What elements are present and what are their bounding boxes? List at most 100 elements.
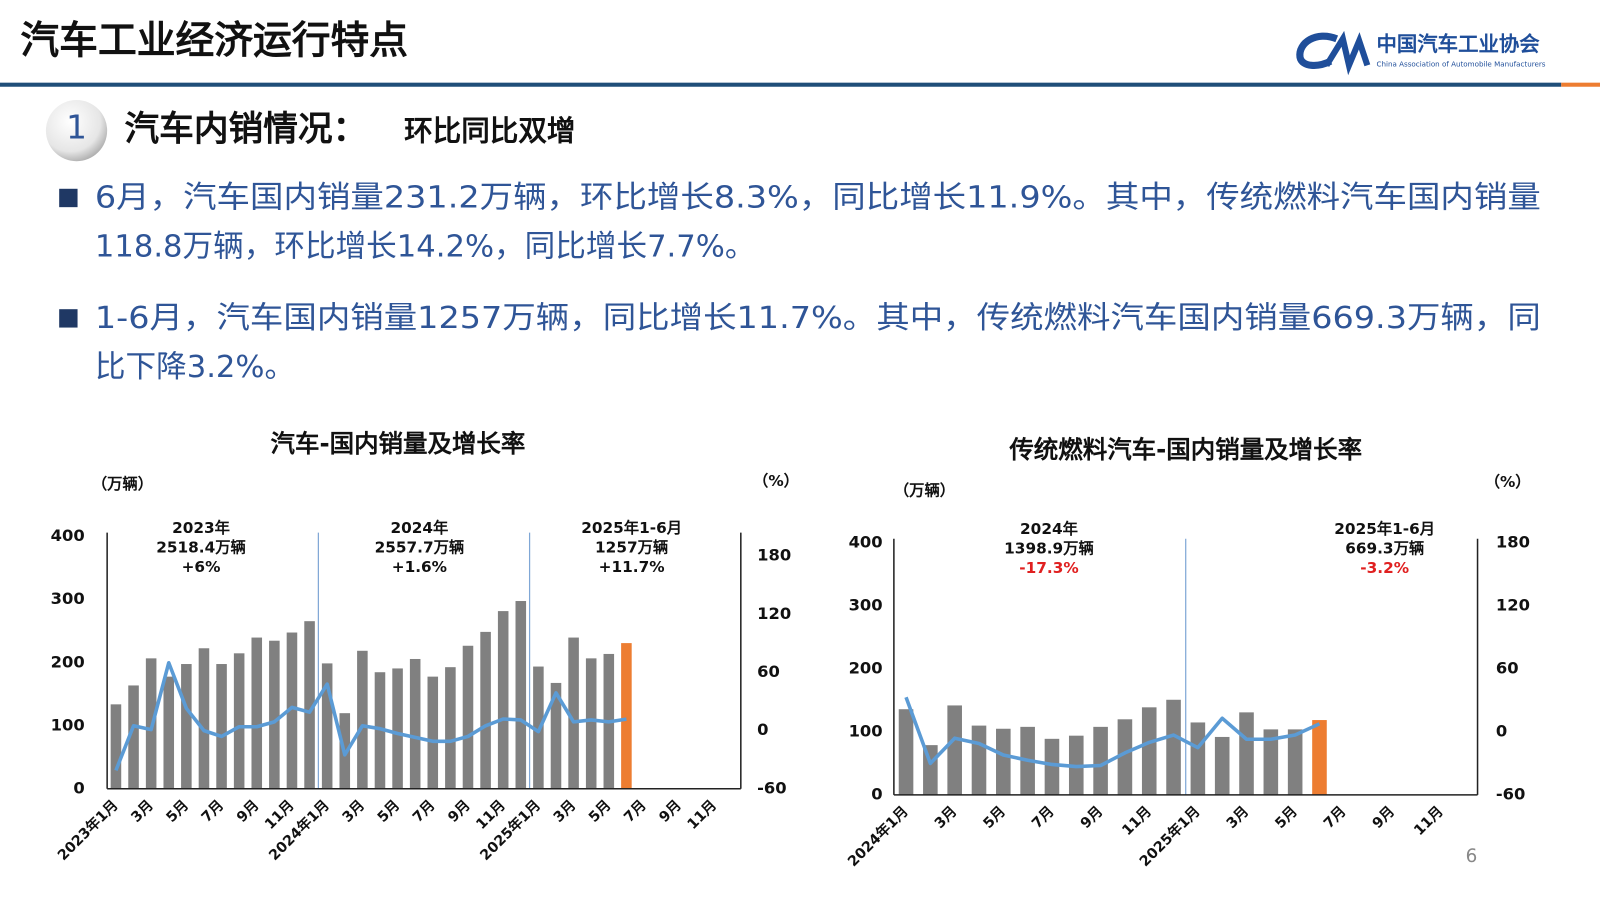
x-tick-label: 11月 <box>684 797 720 833</box>
x-tick-label: 11月 <box>1411 803 1447 839</box>
x-tick-label: 7月 <box>1320 803 1349 832</box>
bar <box>181 664 192 789</box>
y2-tick-label: 0 <box>1496 721 1507 740</box>
bar <box>1239 712 1254 795</box>
x-tick-label: 7月 <box>198 797 227 826</box>
header-rule-accent <box>1561 82 1600 87</box>
x-tick-label: 5月 <box>585 797 614 826</box>
annotation-growth: -17.3% <box>1019 559 1078 577</box>
logo-mark <box>1296 32 1339 69</box>
bar <box>251 637 263 789</box>
bar <box>110 704 122 789</box>
bar <box>898 709 914 795</box>
logo: 中国汽车工业协会 China Association of Automobile… <box>1296 30 1546 76</box>
x-tick-label: 9月 <box>1077 803 1106 832</box>
bar <box>304 621 315 789</box>
annotation-growth: +6% <box>182 558 221 576</box>
y2-tick-label: -60 <box>757 778 786 797</box>
x-tick-label: 9月 <box>445 797 474 826</box>
bar <box>409 658 421 789</box>
bullet-text: 6月，汽车国内销量231.2万辆，环比增长8.3%，同比增长11.9%。其中，传… <box>95 180 1541 215</box>
x-tick-label: 3月 <box>339 797 368 826</box>
annotation-growth: +1.6% <box>392 558 447 576</box>
bar <box>357 650 368 789</box>
bar <box>971 725 987 795</box>
bar <box>996 728 1011 795</box>
bullet-text: 118.8万辆，环比增长14.2%，同比增长7.7%。 <box>95 229 756 264</box>
bar <box>321 663 333 789</box>
bar <box>1287 729 1303 795</box>
y2-tick-label: 60 <box>757 662 780 681</box>
growth-line <box>904 696 1321 769</box>
bar <box>216 664 227 789</box>
annotation-volume: 1257万辆 <box>595 538 668 556</box>
x-tick-label: 5月 <box>1272 803 1301 832</box>
y-axis-unit: （万辆） <box>92 475 153 493</box>
annotation-volume: 2557.7万辆 <box>375 538 465 556</box>
annotation-volume: 2518.4万辆 <box>156 538 246 556</box>
bar <box>445 667 456 789</box>
bar <box>550 682 562 789</box>
x-tick-label: 3月 <box>128 797 157 826</box>
bar <box>1263 729 1279 795</box>
bar <box>128 685 139 789</box>
bar <box>392 668 403 789</box>
bar <box>585 658 597 789</box>
y-tick-label: 0 <box>871 784 882 803</box>
y2-axis-unit: （%） <box>753 472 799 490</box>
y2-tick-label: 120 <box>1496 595 1530 614</box>
annotation-volume: 1398.9万辆 <box>1004 539 1094 557</box>
bar <box>515 601 527 789</box>
logo-name: 中国汽车工业协会 <box>1377 32 1541 56</box>
y-tick-label: 300 <box>51 589 85 608</box>
bar <box>427 676 439 789</box>
y2-tick-label: 120 <box>757 604 791 623</box>
x-tick-label: 3月 <box>550 797 579 826</box>
logo-mark <box>1323 30 1371 76</box>
bar <box>621 643 632 789</box>
growth-line <box>114 660 627 772</box>
y2-tick-label: 180 <box>757 546 791 565</box>
bar <box>947 705 962 795</box>
annotation-period: 2024年 <box>390 519 448 537</box>
annotation-growth: -3.2% <box>1360 559 1409 577</box>
x-tick-label: 3月 <box>1223 803 1252 832</box>
y-tick-label: 0 <box>73 778 84 797</box>
x-tick-label: 7月 <box>409 797 438 826</box>
bar <box>480 631 491 789</box>
bar <box>1044 738 1060 795</box>
x-tick-label: 9月 <box>656 797 685 826</box>
logo-english: China Association of Automobile Manufact… <box>1377 59 1546 68</box>
annotation-growth: +11.7% <box>599 558 665 576</box>
x-tick-label: 9月 <box>233 797 262 826</box>
bullet-text: 1-6月，汽车国内销量1257万辆，同比增长11.7%。其中，传统燃料汽车国内销… <box>95 301 1541 336</box>
y2-tick-label: 0 <box>757 720 768 739</box>
bar <box>462 645 474 789</box>
y2-tick-label: -60 <box>1496 784 1525 803</box>
bullet-marker <box>59 188 78 208</box>
section-title: 汽车内销情况： <box>124 110 367 150</box>
bar <box>1214 736 1230 795</box>
y-tick-label: 100 <box>849 721 883 740</box>
x-tick-label: 5月 <box>980 803 1009 832</box>
x-tick-label: 2023年1月 <box>54 796 122 864</box>
bar <box>1312 720 1327 795</box>
annotation-period: 2025年1-6月 <box>1334 520 1435 538</box>
bar <box>497 611 509 789</box>
y2-tick-label: 60 <box>1496 658 1519 677</box>
annotation-volume: 669.3万辆 <box>1345 539 1424 557</box>
x-tick-label: 11月 <box>1119 803 1155 839</box>
x-tick-label: 7月 <box>1028 803 1057 832</box>
bar <box>1117 719 1133 795</box>
header-rule <box>0 82 1562 87</box>
x-tick-label: 2024年1月 <box>844 802 912 870</box>
y-tick-label: 400 <box>51 526 85 545</box>
x-tick-label: 3月 <box>931 803 960 832</box>
x-tick-label: 5月 <box>374 797 403 826</box>
y2-tick-label: 180 <box>1496 532 1530 551</box>
annotation-period: 2025年1-6月 <box>581 519 682 537</box>
annotation-period: 2023年 <box>172 519 230 537</box>
y-tick-label: 100 <box>51 715 85 734</box>
